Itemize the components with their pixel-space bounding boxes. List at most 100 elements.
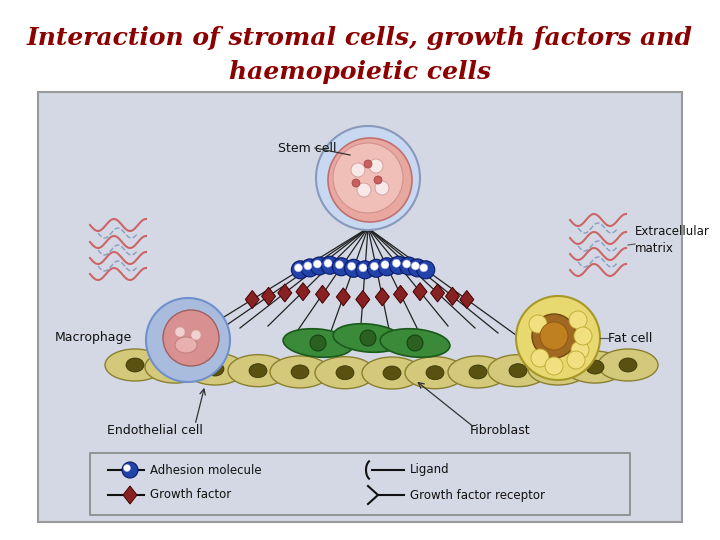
Text: Interaction of stromal cells, growth factors and: Interaction of stromal cells, growth fac… <box>27 26 693 50</box>
Ellipse shape <box>426 366 444 380</box>
Polygon shape <box>356 291 370 308</box>
Text: Extracellular
matrix: Extracellular matrix <box>635 225 710 255</box>
Text: Growth factor receptor: Growth factor receptor <box>410 489 545 502</box>
Circle shape <box>400 257 418 275</box>
Text: Adhesion molecule: Adhesion molecule <box>150 463 261 476</box>
Polygon shape <box>446 287 459 305</box>
Circle shape <box>316 126 420 230</box>
Polygon shape <box>336 288 351 306</box>
Ellipse shape <box>126 358 144 372</box>
Circle shape <box>545 357 563 375</box>
Circle shape <box>574 327 592 345</box>
Circle shape <box>569 311 587 329</box>
Circle shape <box>392 259 400 267</box>
Circle shape <box>390 256 408 274</box>
Circle shape <box>333 143 403 213</box>
Circle shape <box>381 261 389 269</box>
Circle shape <box>310 335 326 351</box>
Ellipse shape <box>291 365 309 379</box>
Ellipse shape <box>333 323 403 352</box>
Circle shape <box>417 261 435 279</box>
Circle shape <box>364 160 372 168</box>
Circle shape <box>336 261 343 269</box>
Circle shape <box>333 258 351 276</box>
Polygon shape <box>394 285 408 303</box>
Circle shape <box>294 264 302 272</box>
Circle shape <box>370 262 379 271</box>
Ellipse shape <box>166 360 184 374</box>
Ellipse shape <box>528 353 588 385</box>
Circle shape <box>163 310 219 366</box>
Circle shape <box>324 259 332 267</box>
Circle shape <box>351 163 365 177</box>
Circle shape <box>292 261 310 279</box>
Ellipse shape <box>448 356 508 388</box>
Ellipse shape <box>549 362 567 376</box>
Circle shape <box>420 264 428 272</box>
Circle shape <box>301 259 319 277</box>
Circle shape <box>146 298 230 382</box>
Ellipse shape <box>249 363 267 377</box>
Ellipse shape <box>565 351 625 383</box>
Circle shape <box>408 259 426 277</box>
Circle shape <box>357 183 371 197</box>
Polygon shape <box>296 283 310 301</box>
Ellipse shape <box>405 357 465 389</box>
Circle shape <box>411 262 419 270</box>
Circle shape <box>175 327 185 337</box>
Ellipse shape <box>145 351 205 383</box>
Ellipse shape <box>362 357 422 389</box>
Circle shape <box>310 257 328 275</box>
Polygon shape <box>375 288 390 306</box>
Polygon shape <box>123 486 137 504</box>
Circle shape <box>191 330 201 340</box>
Circle shape <box>531 349 549 367</box>
Text: Macrophage: Macrophage <box>55 332 132 345</box>
Ellipse shape <box>619 358 637 372</box>
Polygon shape <box>431 284 444 302</box>
Circle shape <box>122 462 138 478</box>
Polygon shape <box>315 285 330 303</box>
Text: Stem cell: Stem cell <box>278 141 336 154</box>
Circle shape <box>402 260 410 268</box>
Polygon shape <box>261 287 276 305</box>
Circle shape <box>369 159 383 173</box>
Circle shape <box>571 341 589 359</box>
Circle shape <box>321 256 339 274</box>
Polygon shape <box>460 291 474 308</box>
Circle shape <box>328 138 412 222</box>
Text: Fat cell: Fat cell <box>608 332 652 345</box>
Ellipse shape <box>175 337 197 353</box>
Circle shape <box>348 262 356 271</box>
FancyBboxPatch shape <box>38 92 682 522</box>
Ellipse shape <box>509 363 527 377</box>
Circle shape <box>124 464 130 471</box>
Polygon shape <box>413 283 427 301</box>
Polygon shape <box>278 284 292 302</box>
Circle shape <box>367 259 385 277</box>
Ellipse shape <box>598 349 658 381</box>
Ellipse shape <box>228 355 288 387</box>
Ellipse shape <box>185 353 245 385</box>
Circle shape <box>532 314 576 358</box>
Circle shape <box>352 179 360 187</box>
Ellipse shape <box>469 365 487 379</box>
Text: Growth factor: Growth factor <box>150 489 231 502</box>
Circle shape <box>516 296 600 380</box>
Ellipse shape <box>270 356 330 388</box>
Circle shape <box>378 258 396 276</box>
Circle shape <box>345 259 363 277</box>
Ellipse shape <box>380 329 450 357</box>
Circle shape <box>375 181 389 195</box>
Ellipse shape <box>283 329 353 357</box>
Circle shape <box>540 322 568 350</box>
Circle shape <box>529 315 547 333</box>
Ellipse shape <box>383 366 401 380</box>
Ellipse shape <box>315 357 375 389</box>
Circle shape <box>356 261 374 279</box>
Text: Ligand: Ligand <box>410 463 449 476</box>
Circle shape <box>313 260 321 268</box>
Ellipse shape <box>488 355 548 387</box>
Text: haemopoietic cells: haemopoietic cells <box>229 60 491 84</box>
FancyBboxPatch shape <box>90 453 630 515</box>
